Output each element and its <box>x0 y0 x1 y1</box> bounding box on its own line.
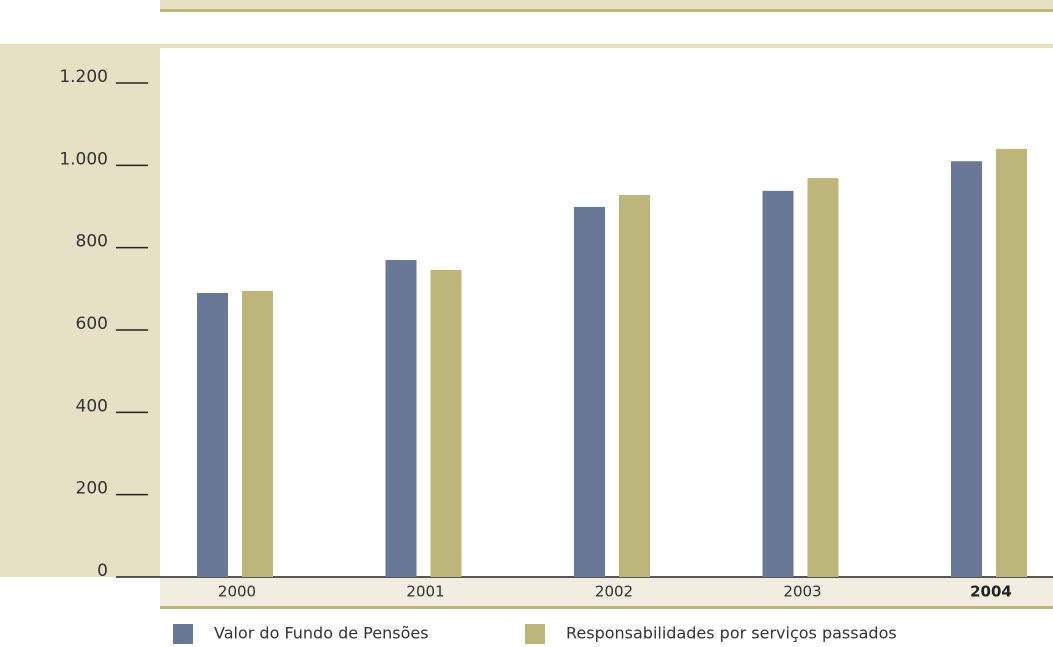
y-tick-label: 400 <box>76 396 108 416</box>
y-tick-label: 600 <box>76 314 108 334</box>
top-rule <box>160 9 1053 12</box>
x-tick-label: 2000 <box>218 583 256 601</box>
bar <box>807 178 839 577</box>
y-tick-label: 200 <box>76 479 108 499</box>
x-band <box>160 577 1053 606</box>
x-band-rule <box>160 606 1053 609</box>
bar <box>762 190 794 577</box>
bar <box>385 260 417 577</box>
bar <box>619 194 650 577</box>
top-band <box>160 0 1053 9</box>
header-rule <box>0 44 1053 48</box>
bar <box>242 290 273 577</box>
legend-swatch <box>525 624 545 644</box>
x-tick-label: 2001 <box>406 583 444 601</box>
x-tick-label: 2003 <box>783 583 821 601</box>
bar <box>996 148 1027 577</box>
legend-swatch <box>173 624 193 644</box>
y-tick-label: 1.000 <box>59 149 108 169</box>
y-tick-label: 800 <box>76 232 108 252</box>
y-tick-label: 0 <box>97 561 108 581</box>
x-tick-label: 2004 <box>970 583 1012 601</box>
bar <box>430 269 462 577</box>
y-tick-label: 1.200 <box>59 67 108 87</box>
bar <box>574 206 605 577</box>
axis-panel <box>0 48 160 577</box>
bar <box>197 292 228 577</box>
bar <box>951 161 982 577</box>
legend-label: Valor do Fundo de Pensões <box>214 624 429 643</box>
legend-label: Responsabilidades por serviços passados <box>566 624 897 643</box>
x-tick-label: 2002 <box>595 583 633 601</box>
